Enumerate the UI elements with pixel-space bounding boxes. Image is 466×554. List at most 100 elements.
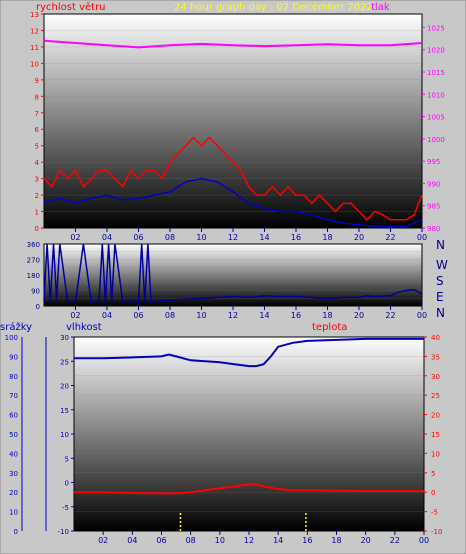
x-tick-label: 06 [133, 311, 143, 320]
y-tick-label: 10 [30, 60, 39, 68]
y-tick-label: 1005 [427, 114, 445, 122]
rain-tick-label: 40 [9, 450, 18, 458]
x-tick-label: 02 [70, 311, 80, 320]
y-tick-label: 90 [31, 288, 40, 296]
y-tick-label: 1015 [427, 69, 445, 77]
y-tick-label: 2 [35, 192, 39, 200]
y-tick-label: 4 [35, 159, 40, 167]
wind-pressure-chart: 0123456789101112139809859909951000100510… [30, 11, 445, 242]
x-tick-label: 04 [127, 536, 137, 545]
temperature-line [74, 483, 424, 495]
y-tick-label: 8 [35, 93, 39, 101]
x-tick-label: 18 [322, 311, 332, 320]
temperature-tick-label: 15 [431, 431, 440, 439]
x-tick-label: 20 [354, 311, 364, 320]
y-tick-label: 1010 [427, 91, 445, 99]
y-tick-label: 7 [35, 110, 39, 118]
rain-tick-label: 30 [9, 470, 18, 478]
temperature-tick-label: 25 [431, 392, 440, 400]
wind-direction-chart: 0 90 180 270 360 02 04 06 08 10 12 14 16 18 20 22 00 [27, 241, 427, 320]
compass-n-top: N [436, 238, 445, 252]
y-tick-label: 995 [427, 158, 440, 166]
temperature-label: teplota [312, 322, 347, 333]
temperature-tick-label: 0 [431, 489, 435, 497]
rain-tick-label: 10 [9, 509, 18, 517]
temperature-tick-label: 40 [431, 334, 440, 342]
humidity-tick-label: 25 [60, 358, 69, 366]
temperature-tick-label: 30 [431, 373, 440, 381]
x-tick-label: 02 [98, 536, 108, 545]
humidity-tick-label: 15 [60, 407, 69, 415]
humidity-tick-label: 20 [60, 383, 69, 391]
temperature-tick-label: 10 [431, 450, 440, 458]
wind-gust-line [43, 136, 423, 221]
rain-tick-label: 70 [9, 392, 18, 400]
temperature-tick-label: 5 [431, 470, 435, 478]
rain-tick-label: 50 [9, 431, 18, 439]
wind-average-line [43, 177, 423, 228]
y-tick-label: 9 [35, 77, 39, 85]
y-tick-label: 1025 [427, 24, 445, 32]
rain-tick-label: 90 [9, 353, 18, 361]
x-tick-label: 08 [165, 233, 175, 242]
y-tick-label: 0 [36, 303, 40, 311]
y-tick-label: 270 [27, 257, 40, 265]
x-tick-label: 04 [102, 233, 112, 242]
y-tick-label: 180 [27, 272, 40, 280]
compass-labels: N W S E N [436, 238, 448, 320]
compass-e: E [436, 290, 444, 304]
x-tick-label: 10 [196, 233, 206, 242]
x-tick-label: 12 [228, 311, 238, 320]
rain-tick-label: 0 [14, 528, 18, 536]
rain-tick-label: 80 [9, 373, 18, 381]
temperature-tick-label: 35 [431, 353, 440, 361]
rain-label: srážky [0, 321, 32, 333]
humidity-tick-label: 10 [60, 431, 69, 439]
y-tick-label: 360 [27, 241, 40, 249]
pressure-line [43, 39, 423, 49]
compass-w: W [436, 258, 448, 272]
x-tick-label: 06 [156, 536, 166, 545]
graph-title: 24 hour graph day : 02 December 2022 [174, 2, 373, 13]
x-tick-label: 04 [102, 311, 112, 320]
y-tick-label: 1 [35, 209, 39, 217]
rain-tick-label: 20 [9, 489, 18, 497]
pressure-label: tlak [371, 2, 390, 13]
x-tick-label: 02 [70, 233, 80, 242]
humidity-label: vlhkost [66, 322, 102, 333]
x-tick-label: 12 [228, 233, 238, 242]
wind-direction-line [43, 243, 423, 305]
y-tick-label: 12 [30, 27, 39, 35]
humidity-tick-label: 30 [60, 334, 69, 342]
x-tick-label: 10 [196, 311, 206, 320]
compass-n-bottom: N [436, 306, 445, 320]
x-tick-label: 12 [244, 536, 254, 545]
y-tick-label: 0 [35, 225, 39, 233]
x-tick-label: 06 [133, 233, 143, 242]
y-tick-label: 1020 [427, 47, 445, 55]
y-tick-label: 990 [427, 180, 440, 188]
x-tick-label: 14 [273, 536, 283, 545]
x-tick-label: 22 [390, 536, 400, 545]
y-tick-label: 13 [30, 11, 39, 19]
humidity-tick-label: -5 [62, 504, 69, 512]
x-tick-label: 16 [291, 233, 301, 242]
rain-tick-label: 100 [5, 334, 18, 342]
temperature-tick-label: -5 [431, 509, 438, 517]
x-tick-label: 14 [259, 233, 269, 242]
humidity-tick-label: -10 [58, 528, 69, 536]
humidity-tick-label: 5 [65, 455, 69, 463]
temperature-tick-label: -10 [431, 528, 442, 536]
x-tick-label: 08 [165, 311, 175, 320]
y-tick-label: 3 [35, 176, 39, 184]
humidity-tick-label: 0 [65, 480, 69, 488]
x-tick-label: 20 [354, 233, 364, 242]
y-tick-label: 6 [35, 126, 40, 134]
humidity-temperature-chart: 0 10 20 30 40 5 06 0 70 80 90 100 -10 -5 0 5 10 15 20 25 30 -… [5, 334, 443, 545]
y-tick-label: 11 [30, 44, 39, 52]
x-tick-label: 16 [291, 311, 301, 320]
x-tick-label: 18 [331, 536, 341, 545]
x-tick-label: 16 [302, 536, 312, 545]
compass-s: S [436, 274, 444, 288]
y-tick-label: 5 [35, 143, 39, 151]
